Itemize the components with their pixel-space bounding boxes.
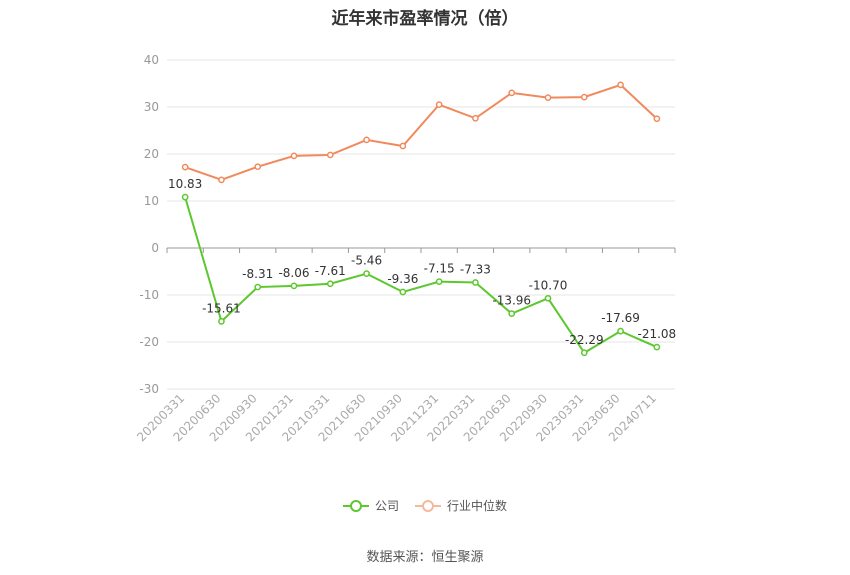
data-point-industry [399, 142, 407, 150]
data-point-company [363, 270, 370, 278]
data-point-industry [472, 114, 479, 122]
data-label-company: -9.36 [387, 272, 418, 286]
data-point-industry [181, 163, 189, 171]
data-point-industry [435, 101, 443, 109]
data-label-company: -7.33 [460, 262, 491, 276]
data-point-industry [544, 94, 552, 101]
data-point-industry [653, 115, 661, 123]
data-label-company: -15.61 [202, 301, 241, 315]
data-point-company [472, 279, 479, 286]
data-point-industry [617, 81, 624, 89]
data-point-company [508, 310, 516, 317]
legend-swatch-company [342, 499, 369, 512]
data-point-company [218, 318, 225, 325]
data-point-industry [363, 136, 370, 144]
data-point-industry [254, 163, 262, 171]
data-label-company: -8.06 [278, 266, 309, 280]
legend-swatch-industry [415, 499, 441, 512]
data-label-company: -10.70 [529, 278, 568, 292]
legend: 公司 行业中位数 [0, 497, 850, 514]
data-point-company [326, 280, 334, 288]
data-point-company [435, 278, 443, 285]
data-point-company [290, 282, 298, 290]
legend-label-company: 公司 [374, 499, 399, 513]
data-point-industry [508, 89, 516, 97]
plot-area: 403020100-10-20-302020033120200630202009… [134, 53, 677, 444]
data-point-company [580, 349, 588, 357]
data-point-company [181, 193, 189, 201]
data-label-company: -7.61 [315, 264, 346, 278]
legend-item-industry[interactable]: 行业中位数 [415, 497, 507, 514]
data-point-company [617, 327, 624, 335]
data-point-company [399, 288, 407, 296]
data-label-company: -22.29 [565, 333, 604, 347]
y-tick-label: 20 [144, 147, 159, 161]
data-label-company: 10.83 [168, 177, 202, 191]
series-line-company [184, 196, 658, 355]
y-tick-label: -20 [139, 335, 159, 349]
data-label-company: -13.96 [492, 294, 531, 308]
data-point-industry [290, 152, 298, 160]
data-label-company: -5.46 [351, 254, 382, 268]
legend-item-company[interactable]: 公司 [342, 497, 399, 514]
data-point-industry [218, 176, 225, 184]
data-point-company [544, 294, 552, 302]
data-label-company: -17.69 [601, 311, 640, 325]
series-line-industry [184, 83, 658, 181]
y-tick-label: 10 [144, 194, 159, 208]
data-point-industry [580, 93, 588, 101]
y-tick-label: 40 [144, 53, 159, 67]
chart-title: 近年来市盈率情况（倍） [331, 9, 519, 29]
data-label-company: -21.08 [638, 327, 677, 341]
data-label-company: -7.15 [424, 262, 455, 276]
y-tick-label: -30 [139, 382, 159, 396]
data-point-company [254, 283, 262, 291]
data-label-company: -8.31 [242, 267, 273, 281]
y-tick-label: 0 [151, 241, 159, 255]
data-point-industry [326, 151, 334, 159]
legend-label-industry: 行业中位数 [447, 499, 508, 513]
source-note: 数据来源：恒生聚源 [366, 550, 484, 565]
data-point-company [653, 343, 661, 351]
y-tick-label: 30 [144, 100, 159, 114]
y-tick-label: -10 [139, 288, 159, 302]
